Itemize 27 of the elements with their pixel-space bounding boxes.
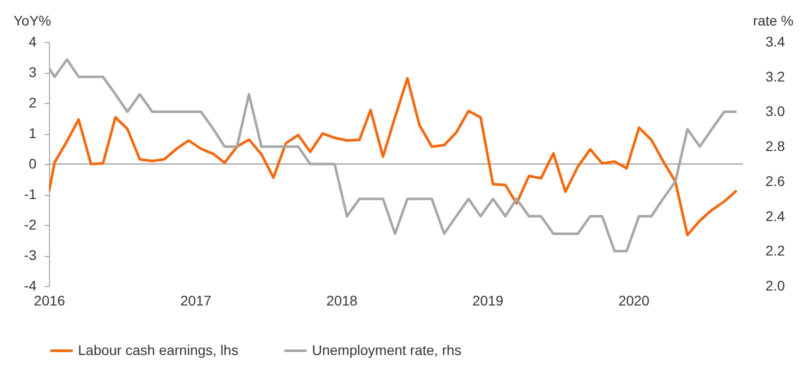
y-tick-label: 2 bbox=[28, 94, 37, 110]
y-tick-label: -1 bbox=[24, 186, 37, 202]
x-tick-label: 2018 bbox=[326, 292, 358, 308]
x-tick-label: 2019 bbox=[472, 292, 504, 308]
y2-tick-label: 2.8 bbox=[766, 138, 786, 154]
y-tick-label: -4 bbox=[24, 278, 37, 294]
y2-tick-label: 3.0 bbox=[766, 103, 786, 120]
y-tick-label: 3 bbox=[28, 64, 37, 80]
y2-tick-label: 2.6 bbox=[766, 172, 786, 189]
y-axis-title: YoY% bbox=[14, 12, 52, 28]
legend-label: Labour cash earnings, lhs bbox=[78, 342, 238, 358]
y2-axis-title: rate % bbox=[753, 12, 794, 28]
y-tick-label: -3 bbox=[24, 247, 37, 263]
x-tick-label: 2016 bbox=[34, 292, 66, 308]
y-tick-label: 1 bbox=[28, 125, 37, 141]
y2-tick-label: 3.2 bbox=[766, 68, 786, 84]
y2-tick-label: 3.4 bbox=[766, 34, 786, 50]
line-series bbox=[49, 77, 738, 236]
x-tick-label: 2017 bbox=[180, 292, 212, 308]
y2-tick-label: 2.2 bbox=[766, 242, 786, 259]
x-tick-label: 2020 bbox=[618, 292, 650, 308]
y2-tick-label: 2.4 bbox=[766, 208, 786, 224]
y-tick-label: 4 bbox=[28, 34, 37, 50]
y2-tick-label: 2.0 bbox=[766, 278, 786, 294]
y-tick-label: -2 bbox=[24, 216, 37, 232]
y-tick-label: 0 bbox=[28, 156, 37, 172]
legend-label: Unemployment rate, rhs bbox=[312, 342, 462, 358]
